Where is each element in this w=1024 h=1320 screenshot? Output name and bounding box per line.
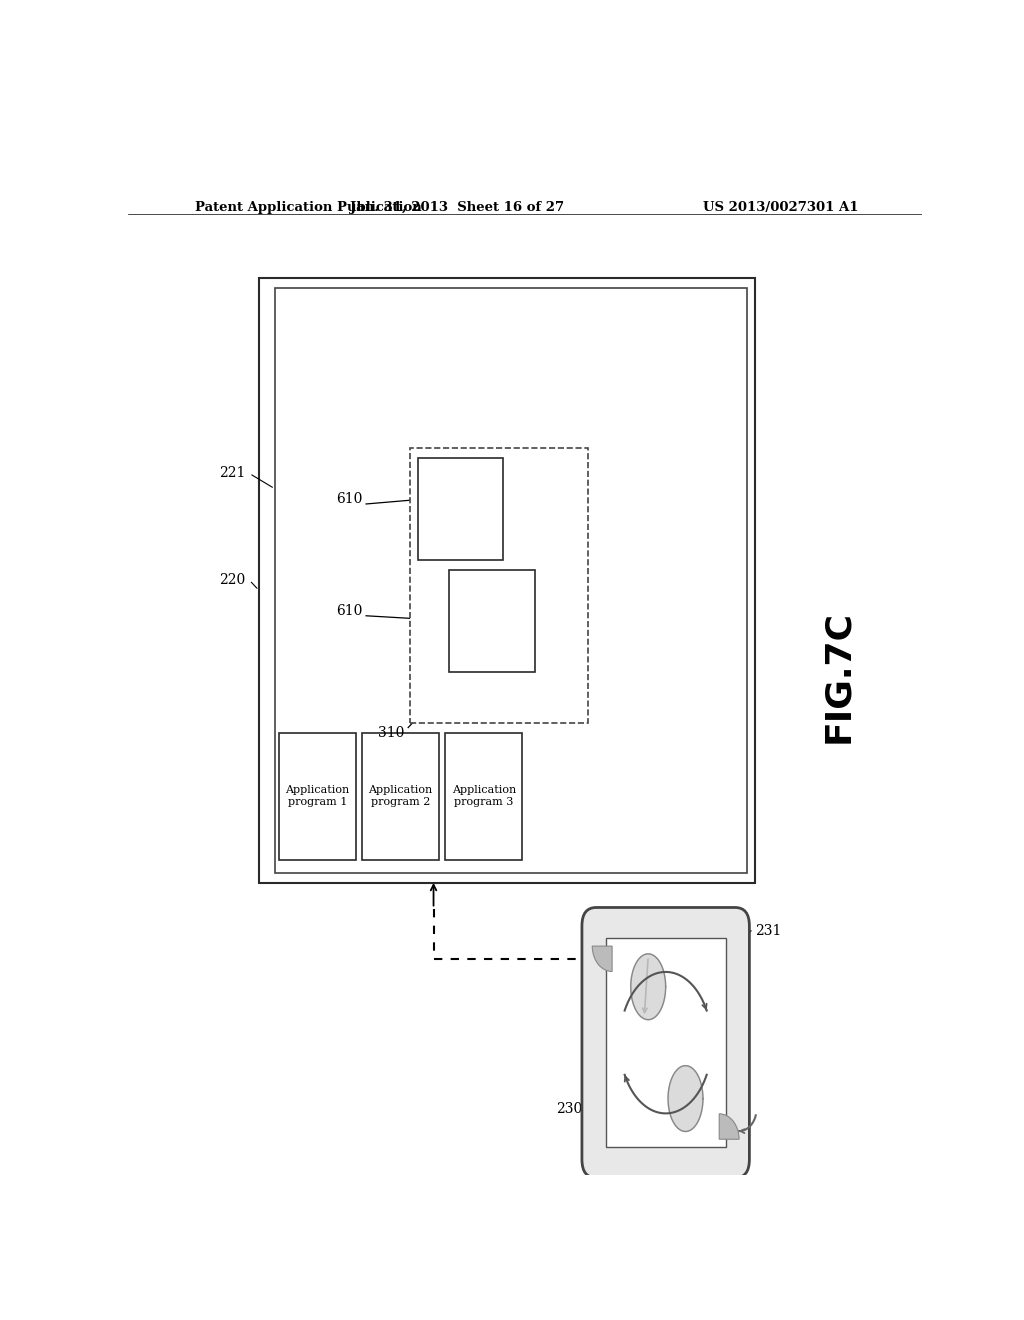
FancyBboxPatch shape	[450, 570, 536, 672]
Text: Patent Application Publication: Patent Application Publication	[196, 201, 422, 214]
FancyBboxPatch shape	[410, 447, 588, 722]
FancyBboxPatch shape	[362, 733, 439, 859]
Text: 220: 220	[219, 573, 246, 587]
Wedge shape	[592, 946, 612, 972]
FancyBboxPatch shape	[606, 939, 726, 1147]
Polygon shape	[631, 954, 666, 1019]
FancyBboxPatch shape	[445, 733, 522, 859]
Text: 231: 231	[755, 924, 781, 939]
FancyArrowPatch shape	[643, 960, 648, 1012]
Text: Application
program 1: Application program 1	[285, 785, 349, 808]
Text: 221: 221	[219, 466, 246, 480]
Text: 610: 610	[336, 492, 362, 506]
Text: Jan. 31, 2013  Sheet 16 of 27: Jan. 31, 2013 Sheet 16 of 27	[350, 201, 564, 214]
FancyBboxPatch shape	[582, 907, 750, 1177]
FancyBboxPatch shape	[418, 458, 504, 560]
Text: 610: 610	[336, 603, 362, 618]
FancyBboxPatch shape	[274, 289, 748, 873]
Text: Application
program 3: Application program 3	[452, 785, 516, 808]
Text: 310: 310	[378, 726, 404, 739]
Text: US 2013/0027301 A1: US 2013/0027301 A1	[702, 201, 858, 214]
Wedge shape	[719, 1114, 739, 1139]
Text: Application
program 4: Application program 4	[460, 610, 524, 632]
Polygon shape	[668, 1065, 702, 1131]
Text: FIG.7C: FIG.7C	[821, 610, 855, 743]
Text: 230: 230	[556, 1102, 582, 1115]
Text: Application
program 2: Application program 2	[369, 785, 433, 808]
FancyBboxPatch shape	[279, 733, 355, 859]
FancyBboxPatch shape	[259, 279, 755, 883]
Text: Application
program 5: Application program 5	[428, 498, 493, 520]
